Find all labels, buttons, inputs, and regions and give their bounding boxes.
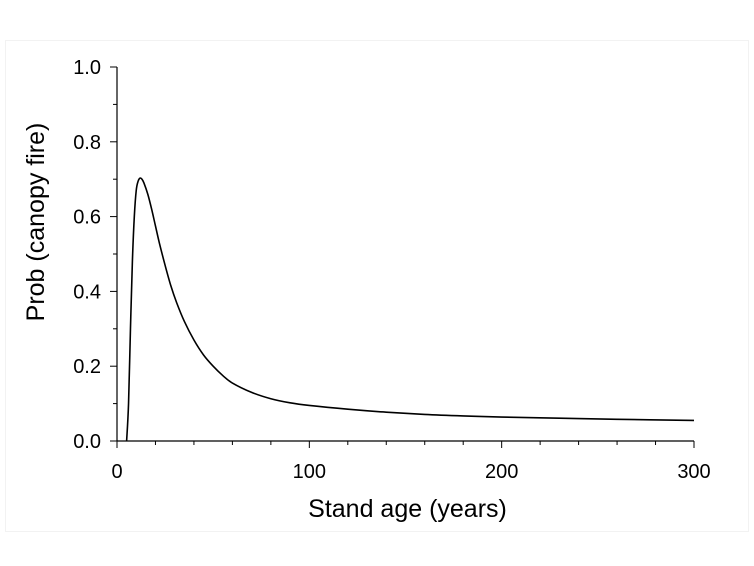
chart-frame (5, 40, 749, 532)
axes (116, 67, 694, 442)
x-axis-title: Stand age (years) (308, 495, 507, 523)
y-tick-label: 0.6 (73, 207, 101, 229)
tick-labels: 0.0 0.2 0.4 0.6 0.8 1.0 0 100 200 300 (73, 57, 711, 483)
y-tick-label: 1.0 (73, 57, 101, 79)
x-tick-label: 0 (111, 461, 122, 483)
x-tick-label: 300 (677, 461, 710, 483)
series-line (125, 177, 695, 442)
ticks (110, 66, 695, 448)
y-tick-label: 0.2 (73, 356, 101, 378)
y-tick-label: 0.0 (73, 431, 101, 453)
x-tick-label: 200 (485, 461, 518, 483)
x-tick-label: 100 (293, 461, 326, 483)
y-tick-label: 0.4 (73, 281, 101, 303)
y-axis-title: Prob (canopy fire) (22, 123, 50, 322)
y-tick-label: 0.8 (73, 132, 101, 154)
